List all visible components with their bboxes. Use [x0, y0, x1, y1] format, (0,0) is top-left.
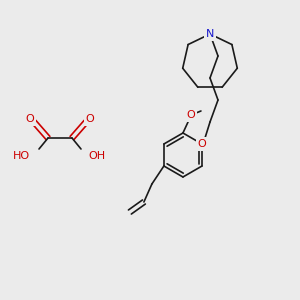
Text: OH: OH	[88, 151, 105, 161]
Text: O: O	[26, 114, 34, 124]
Text: H: H	[90, 151, 98, 161]
Text: O: O	[85, 114, 94, 124]
Text: N: N	[206, 29, 214, 39]
Text: O: O	[187, 110, 195, 120]
Text: HO: HO	[13, 151, 30, 161]
Text: O: O	[198, 139, 206, 149]
